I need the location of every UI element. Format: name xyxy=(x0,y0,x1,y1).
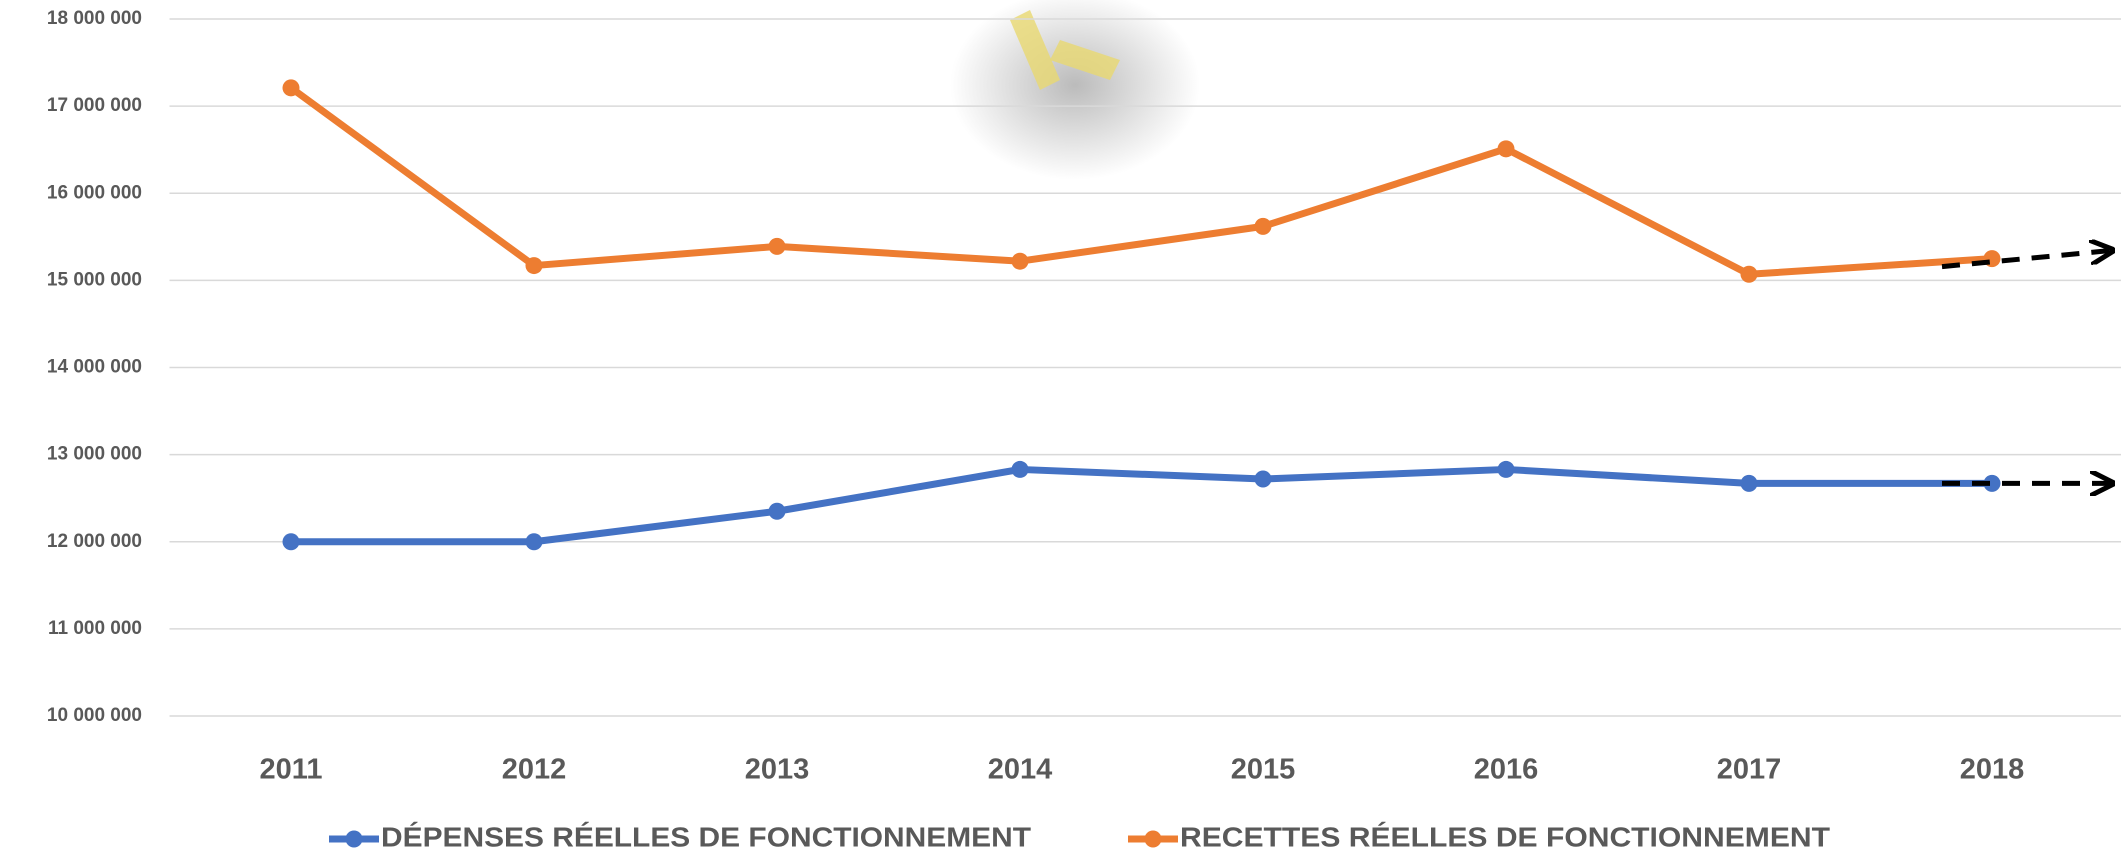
y-tick-label: 11 000 000 xyxy=(48,618,142,639)
point-marker xyxy=(1012,253,1029,270)
point-marker xyxy=(769,503,786,520)
point-marker xyxy=(283,79,300,96)
point-marker xyxy=(1255,218,1272,235)
point-marker xyxy=(1255,471,1272,488)
x-tick-label: 2012 xyxy=(502,754,567,786)
y-tick-label: 10 000 000 xyxy=(47,705,142,726)
point-marker xyxy=(283,533,300,550)
legend-label: DÉPENSES RÉELLES DE FONCTIONNEMENT xyxy=(381,821,1031,852)
chart: 10 000 000 11 000 000 12 000 000 13 000 000… xyxy=(0,0,2121,858)
y-tick-label: 14 000 000 xyxy=(47,357,142,378)
y-tick-label: 15 000 000 xyxy=(47,269,142,290)
point-marker xyxy=(1498,461,1515,478)
point-marker xyxy=(1498,140,1515,157)
x-tick-label: 2013 xyxy=(745,754,810,786)
point-marker xyxy=(1012,461,1029,478)
x-tick-label: 2018 xyxy=(1960,754,2025,786)
legend-label: RECETTES RÉELLES DE FONCTIONNEMENT xyxy=(1180,821,1830,852)
point-marker xyxy=(1741,475,1758,492)
y-tick-label: 16 000 000 xyxy=(47,182,142,203)
point-marker xyxy=(526,533,543,550)
point-marker xyxy=(1741,266,1758,283)
x-tick-label: 2015 xyxy=(1231,754,1296,786)
legend-marker xyxy=(346,831,363,848)
series-line xyxy=(291,469,1992,541)
y-tick-label: 13 000 000 xyxy=(47,444,142,465)
budget-illustration xyxy=(950,0,1200,180)
y-tick-label: 12 000 000 xyxy=(47,531,142,552)
x-tick-label: 2016 xyxy=(1474,754,1539,786)
x-tick-label: 2017 xyxy=(1717,754,1782,786)
legend-marker xyxy=(1145,831,1162,848)
x-tick-label: 2011 xyxy=(260,754,323,786)
point-marker xyxy=(769,238,786,255)
point-marker xyxy=(526,257,543,274)
y-tick-label: 17 000 000 xyxy=(47,95,142,116)
x-tick-label: 2014 xyxy=(988,754,1053,786)
y-tick-label: 18 000 000 xyxy=(47,8,142,29)
